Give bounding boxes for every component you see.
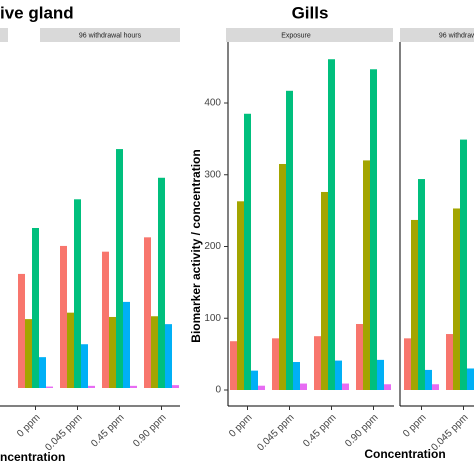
bar bbox=[321, 191, 328, 390]
bar bbox=[25, 319, 32, 388]
bar bbox=[251, 370, 258, 390]
y-tick-label: 300 bbox=[204, 169, 221, 180]
bar bbox=[411, 219, 418, 390]
strip-background bbox=[226, 28, 393, 42]
bar bbox=[432, 384, 439, 390]
bar bbox=[279, 163, 286, 390]
bar bbox=[18, 273, 25, 388]
bar bbox=[67, 312, 74, 388]
bar bbox=[123, 301, 130, 388]
bar bbox=[88, 385, 95, 388]
bar bbox=[425, 369, 432, 390]
bar bbox=[130, 385, 137, 388]
bar bbox=[39, 357, 46, 388]
y-tick-label: 0 bbox=[215, 385, 221, 396]
bar bbox=[158, 177, 165, 388]
bar bbox=[258, 385, 265, 390]
bar bbox=[314, 336, 321, 390]
bar bbox=[446, 334, 453, 390]
bar bbox=[370, 69, 377, 390]
bar bbox=[328, 59, 335, 391]
bar bbox=[404, 338, 411, 390]
strip-label: 96 withdrawal hours bbox=[79, 32, 142, 39]
bar bbox=[237, 201, 244, 390]
bar bbox=[356, 323, 363, 390]
bar bbox=[144, 237, 151, 388]
bar bbox=[460, 139, 467, 390]
y-tick-label: 400 bbox=[204, 98, 221, 109]
bar bbox=[363, 160, 370, 390]
bar bbox=[230, 341, 237, 390]
bar bbox=[467, 368, 474, 390]
panel-title: Gills bbox=[292, 3, 329, 22]
bar bbox=[102, 251, 109, 388]
bar bbox=[335, 360, 342, 390]
bar bbox=[172, 385, 179, 388]
bar bbox=[418, 179, 425, 390]
y-axis-title: Biomarker activity / concentration bbox=[189, 149, 203, 342]
strip-background bbox=[400, 28, 474, 42]
y-tick-label: 100 bbox=[204, 313, 221, 324]
x-axis-title: Concentration bbox=[364, 447, 445, 461]
bar bbox=[453, 208, 460, 390]
bar bbox=[272, 338, 279, 390]
bar bbox=[116, 149, 123, 388]
bar bbox=[151, 316, 158, 388]
strip-label: 96 withdrawal hours bbox=[439, 32, 474, 39]
bar bbox=[165, 324, 172, 388]
bar bbox=[300, 383, 307, 390]
bar bbox=[286, 90, 293, 391]
strip-background bbox=[0, 28, 8, 42]
bar bbox=[81, 344, 88, 388]
strip-label: Exposure bbox=[281, 32, 311, 39]
bar bbox=[60, 245, 67, 388]
bar bbox=[46, 386, 53, 388]
bar bbox=[74, 199, 81, 388]
bar bbox=[377, 359, 384, 390]
y-tick-label: 200 bbox=[204, 241, 221, 252]
strip-background bbox=[40, 28, 180, 42]
panel-title: ive gland bbox=[0, 3, 74, 22]
bar bbox=[244, 113, 251, 390]
bar bbox=[293, 362, 300, 390]
bar bbox=[342, 383, 349, 390]
bar bbox=[109, 316, 116, 388]
bar bbox=[32, 227, 39, 388]
x-axis-title: ncentration bbox=[0, 450, 65, 464]
bar bbox=[384, 384, 391, 390]
